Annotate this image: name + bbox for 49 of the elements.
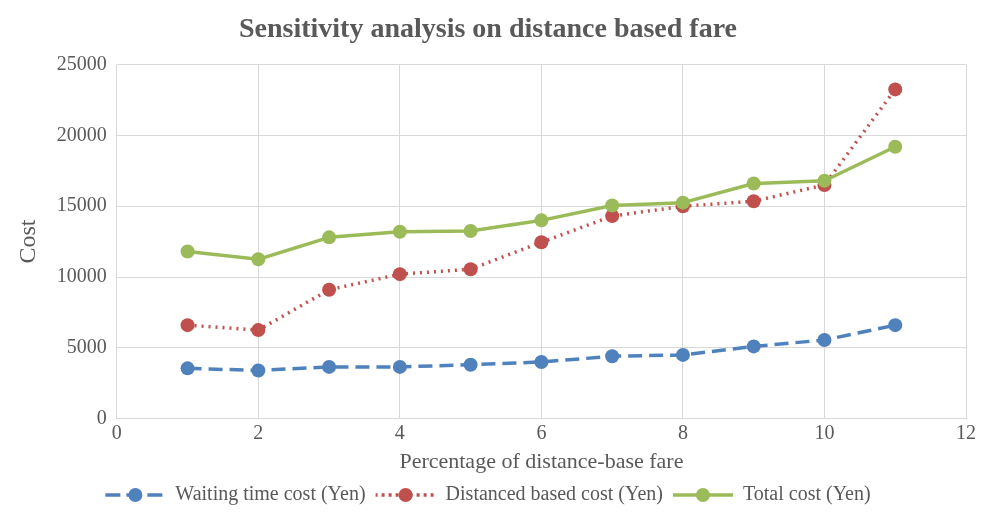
y-tick-label: 10000 [56,264,107,287]
point [322,359,337,374]
point [605,198,620,213]
y-tick-label: 15000 [56,193,107,216]
point [675,195,690,210]
point [322,230,337,245]
point [463,223,478,238]
x-tick-label: 10 [814,420,835,443]
point [675,347,690,362]
point [392,267,407,282]
point [888,139,903,154]
y-tick-label: 5000 [66,335,107,358]
chart-title: Sensitivity analysis on distance based fare [238,12,738,44]
point [392,224,407,239]
point [180,318,195,333]
point [605,349,620,364]
point [534,213,549,228]
x-tick-label: 8 [677,420,688,443]
point [180,244,195,259]
point [817,173,832,188]
y-tick-label: 20000 [56,122,107,145]
y-tick-label: 25000 [56,51,107,74]
point [392,359,407,374]
point [534,235,549,250]
x-tick-label: 6 [536,420,547,443]
point [251,363,266,378]
x-axis-title: Percentage of distance-base fare [399,447,684,473]
x-tick-label: 2 [253,420,264,443]
x-tick-label: 12 [956,420,976,443]
point [817,333,832,348]
point [746,176,761,191]
point [251,323,266,338]
point [180,361,195,376]
x-tick-label: 4 [394,420,405,443]
legend-label: Waiting time cost (Yen) [175,482,366,506]
legend-label: Total cost (Yen) [742,482,871,506]
point [534,354,549,369]
point [463,357,478,372]
point [746,339,761,354]
y-tick-label: 0 [96,405,107,428]
point [251,252,266,267]
legend-label: Distanced based cost (Yen) [445,482,663,506]
y-axis-title: Cost [13,219,40,264]
x-tick-label: 0 [111,420,122,443]
point [463,262,478,277]
point [888,318,903,333]
point [888,82,903,97]
point [746,194,761,209]
point [322,282,337,297]
